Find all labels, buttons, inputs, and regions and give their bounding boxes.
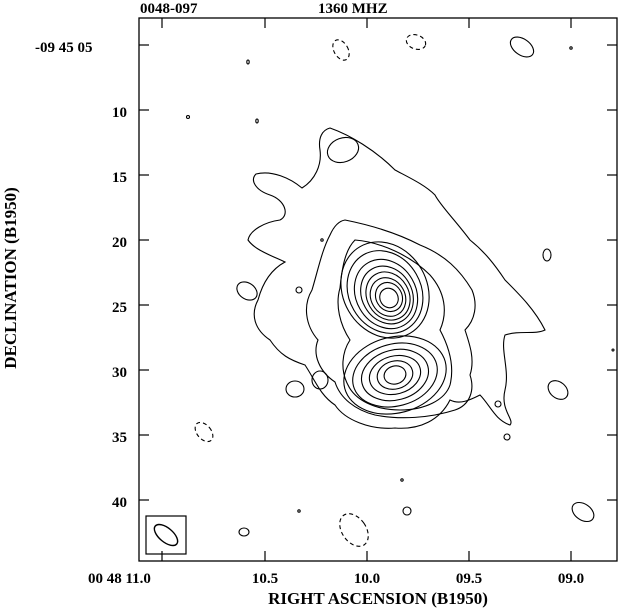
y-tick-label: 15: [112, 170, 127, 186]
source-name: 0048-097: [140, 1, 198, 17]
x-tick-label: 10.0: [354, 571, 380, 587]
frequency-label: 1360 MHZ: [318, 1, 388, 17]
outer-contour: [247, 127, 546, 429]
y-axis-title: DECLINATION (B1950): [1, 187, 20, 369]
plot-frame: [138, 17, 618, 562]
y-tick-label: 10: [112, 105, 127, 121]
beam-ellipse: [153, 523, 179, 547]
x-axis-title: RIGHT ASCENSION (B1950): [268, 589, 488, 608]
x-tick-label: 09.5: [456, 571, 482, 587]
tick-marks: [139, 18, 617, 561]
y-tick-label: 35: [112, 430, 127, 446]
beam-indicator: [145, 515, 187, 555]
y-tick-label: 40: [112, 495, 127, 511]
y-tick-label: -09 45 05: [35, 40, 93, 56]
contours: [185, 34, 615, 547]
y-tick-label: 25: [112, 300, 127, 316]
x-tick-label: 10.5: [252, 571, 278, 587]
y-tick-label: 30: [112, 365, 127, 381]
x-tick-label: 00 48 11.0: [88, 571, 151, 587]
y-tick-label: 20: [112, 235, 127, 251]
x-tick-label: 09.0: [558, 571, 584, 587]
